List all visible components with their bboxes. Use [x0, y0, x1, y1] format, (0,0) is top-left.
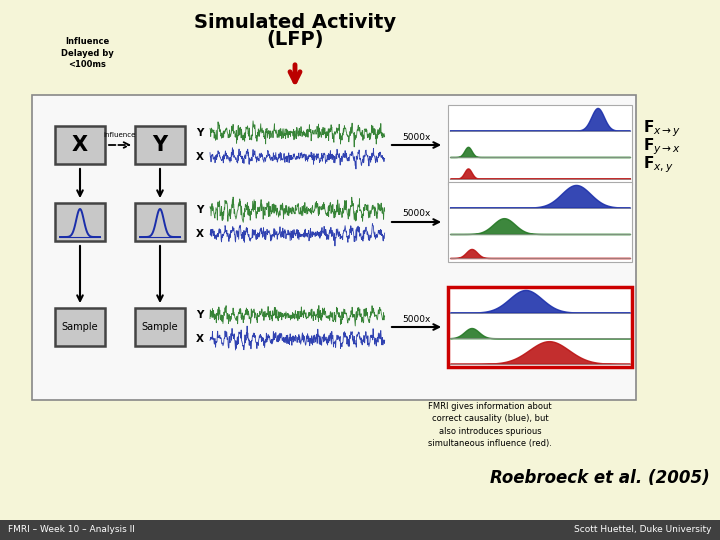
Text: Y: Y: [197, 310, 204, 320]
Bar: [55, 203, 105, 241]
Text: (LFP): (LFP): [266, 30, 324, 50]
Text: $\mathbf{F}_{x\rightarrow y}$: $\mathbf{F}_{x\rightarrow y}$: [643, 119, 681, 139]
Text: Y: Y: [197, 205, 204, 215]
Bar: [55, 126, 105, 164]
Text: FMRI gives information about
correct causality (blue), but
also introduces spuri: FMRI gives information about correct cau…: [428, 402, 552, 448]
Bar: [448, 182, 632, 262]
Text: Scott Huettel, Duke University: Scott Huettel, Duke University: [575, 525, 712, 535]
Text: Influence
Delayed by
<100ms: Influence Delayed by <100ms: [60, 37, 113, 69]
Text: Sample: Sample: [62, 322, 99, 332]
Text: X: X: [72, 135, 88, 155]
Text: Roebroeck et al. (2005): Roebroeck et al. (2005): [490, 469, 710, 487]
Text: Simulated Activity: Simulated Activity: [194, 12, 396, 31]
Bar: [135, 308, 185, 346]
Text: influence: influence: [104, 132, 136, 138]
Text: X: X: [196, 334, 204, 344]
Text: $\mathbf{F}_{x,y}$: $\mathbf{F}_{x,y}$: [643, 154, 674, 176]
Text: 5000x: 5000x: [402, 132, 431, 141]
Bar: [55, 308, 105, 346]
Text: X: X: [196, 152, 204, 162]
Bar: [448, 105, 632, 185]
Bar: [0, 520, 720, 540]
Text: $\mathbf{F}_{y\rightarrow x}$: $\mathbf{F}_{y\rightarrow x}$: [643, 137, 681, 157]
Bar: [135, 203, 185, 241]
Text: FMRI – Week 10 – Analysis II: FMRI – Week 10 – Analysis II: [8, 525, 135, 535]
Bar: [448, 287, 632, 367]
Bar: [135, 126, 185, 164]
Bar: [32, 95, 636, 400]
Text: Y: Y: [153, 135, 168, 155]
Text: 5000x: 5000x: [402, 314, 431, 323]
Text: X: X: [196, 229, 204, 239]
Text: Y: Y: [197, 128, 204, 138]
Text: 5000x: 5000x: [402, 210, 431, 219]
Text: Sample: Sample: [142, 322, 179, 332]
